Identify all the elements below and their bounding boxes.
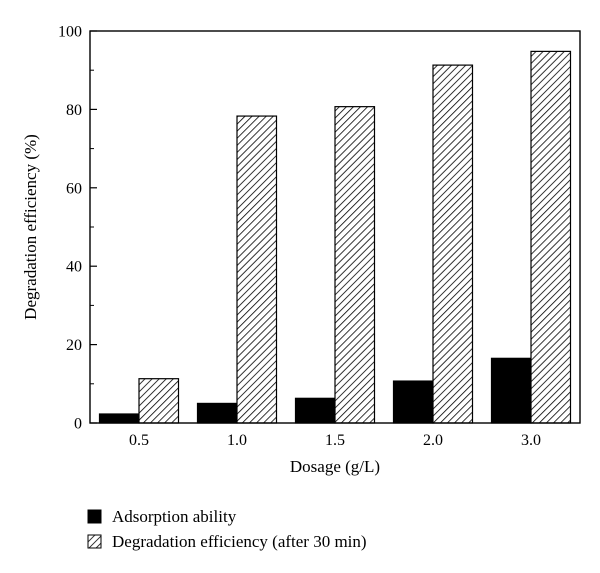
y-tick-label: 60 [66, 180, 82, 197]
y-tick-label: 20 [66, 337, 82, 354]
y-tick-label: 100 [58, 24, 82, 41]
bar-adsorption-3.0 [490, 357, 532, 424]
plot-area: 0 20 40 60 80 100 0.5 1.0 1.5 2.0 3.0 [58, 24, 572, 449]
legend-swatch-adsorption [87, 509, 102, 524]
bar-degradation-3.0 [530, 50, 572, 424]
x-tick-label: 1.5 [325, 432, 345, 449]
bar-degradation-0.5 [138, 378, 180, 424]
bar-adsorption-1.0 [196, 402, 238, 424]
y-tick-label: 0 [74, 416, 82, 433]
y-tick-label: 40 [66, 259, 82, 276]
legend-swatch-degradation [87, 534, 102, 549]
bar-adsorption-0.5 [98, 413, 140, 424]
legend: Adsorption ability Degradation efficienc… [87, 507, 367, 551]
plot-frame [89, 30, 581, 424]
legend-label-degradation: Degradation efficiency (after 30 min) [112, 532, 367, 551]
bar-degradation-1.0 [236, 115, 278, 424]
x-axis-title: Dosage (g/L) [290, 457, 380, 476]
y-axis-title: Degradation efficiency (%) [21, 134, 40, 320]
y-tick-label: 80 [66, 102, 82, 119]
x-tick-label: 3.0 [521, 432, 541, 449]
x-tick-label: 0.5 [129, 432, 149, 449]
bar-degradation-2.0 [432, 64, 474, 424]
bar-adsorption-1.5 [294, 397, 336, 424]
x-tick-label: 2.0 [423, 432, 443, 449]
bar-adsorption-2.0 [392, 380, 434, 424]
bar-degradation-1.5 [334, 106, 376, 424]
legend-label-adsorption: Adsorption ability [112, 507, 237, 526]
x-tick-label: 1.0 [227, 432, 247, 449]
